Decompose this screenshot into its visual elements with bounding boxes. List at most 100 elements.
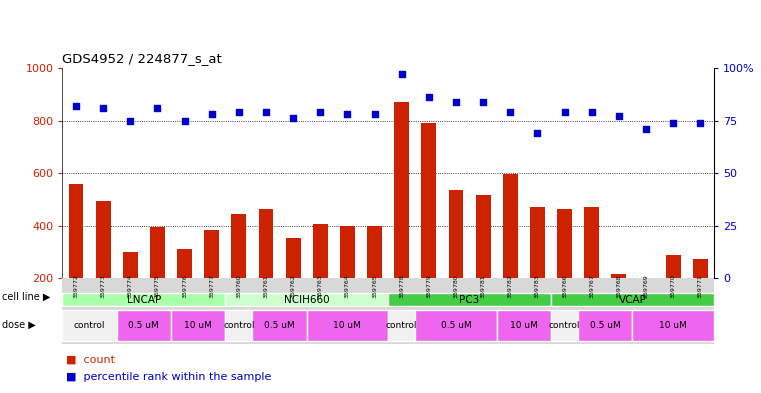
Text: 359774: 359774: [128, 274, 132, 298]
Text: 359773: 359773: [100, 274, 106, 298]
Bar: [530, 207, 545, 278]
Point: [586, 109, 598, 115]
Bar: [503, 174, 517, 278]
Bar: [394, 102, 409, 278]
Point: [287, 115, 299, 121]
Text: 359765: 359765: [372, 274, 377, 298]
Text: 10 uM: 10 uM: [510, 321, 538, 330]
Text: 359780: 359780: [454, 274, 458, 298]
Point: [178, 118, 190, 124]
Bar: [551, 310, 578, 341]
Point: [233, 109, 245, 115]
Bar: [693, 259, 708, 278]
Bar: [422, 123, 436, 278]
Text: 0.5 uM: 0.5 uM: [129, 321, 159, 330]
Bar: [62, 293, 225, 306]
Bar: [578, 310, 632, 341]
Text: 359760: 359760: [237, 274, 241, 298]
Point: [97, 105, 110, 111]
Text: 359782: 359782: [508, 274, 513, 298]
Bar: [388, 310, 416, 341]
Point: [151, 105, 164, 111]
Point: [368, 111, 380, 118]
Bar: [551, 293, 714, 306]
Bar: [611, 274, 626, 278]
Bar: [177, 249, 192, 278]
Text: 0.5 uM: 0.5 uM: [590, 321, 621, 330]
Bar: [666, 255, 680, 278]
Point: [613, 113, 625, 119]
Bar: [367, 226, 382, 278]
Text: ■  count: ■ count: [66, 354, 115, 365]
Text: 359764: 359764: [345, 274, 350, 298]
Bar: [259, 209, 273, 278]
Text: 359779: 359779: [426, 274, 431, 298]
Bar: [225, 293, 388, 306]
Bar: [171, 310, 225, 341]
Bar: [448, 190, 463, 278]
Bar: [340, 226, 355, 278]
Text: NCIH660: NCIH660: [284, 295, 330, 305]
Point: [477, 99, 489, 105]
Text: 359775: 359775: [155, 274, 160, 298]
Text: control: control: [74, 321, 105, 330]
Bar: [253, 310, 307, 341]
Text: 359769: 359769: [644, 274, 648, 298]
Bar: [68, 184, 84, 278]
Point: [205, 111, 218, 118]
Text: 359767: 359767: [589, 274, 594, 298]
Text: 359781: 359781: [481, 274, 486, 298]
Point: [423, 94, 435, 101]
Text: cell line ▶: cell line ▶: [2, 292, 51, 302]
Text: dose ▶: dose ▶: [2, 320, 36, 330]
Text: ■  percentile rank within the sample: ■ percentile rank within the sample: [66, 372, 272, 382]
Point: [314, 109, 326, 115]
Text: control: control: [549, 321, 581, 330]
Text: 359761: 359761: [263, 274, 269, 298]
Point: [396, 71, 408, 77]
Point: [694, 119, 706, 126]
Point: [341, 111, 353, 118]
Text: 359783: 359783: [535, 274, 540, 298]
Bar: [150, 227, 165, 278]
Point: [667, 119, 680, 126]
Bar: [62, 278, 714, 337]
Bar: [632, 310, 714, 341]
Text: 359771: 359771: [698, 274, 702, 298]
Bar: [497, 310, 551, 341]
Text: 10 uM: 10 uM: [659, 321, 687, 330]
Bar: [416, 310, 497, 341]
Text: 359777: 359777: [209, 274, 214, 298]
Bar: [307, 310, 388, 341]
Point: [260, 109, 272, 115]
Text: 0.5 uM: 0.5 uM: [441, 321, 471, 330]
Text: 359772: 359772: [74, 274, 78, 298]
Text: LNCAP: LNCAP: [126, 295, 161, 305]
Bar: [638, 278, 654, 318]
Bar: [225, 310, 253, 341]
Bar: [96, 201, 110, 278]
Bar: [584, 207, 599, 278]
Text: 0.5 uM: 0.5 uM: [264, 321, 295, 330]
Point: [504, 109, 516, 115]
Bar: [557, 209, 572, 278]
Bar: [231, 214, 247, 278]
Text: 359766: 359766: [562, 274, 567, 298]
Text: 359762: 359762: [291, 274, 295, 298]
Text: 10 uM: 10 uM: [333, 321, 361, 330]
Bar: [116, 310, 171, 341]
Text: VCAP: VCAP: [619, 295, 646, 305]
Bar: [285, 237, 301, 278]
Bar: [62, 310, 116, 341]
Bar: [313, 224, 328, 278]
Point: [450, 99, 462, 105]
Text: GDS4952 / 224877_s_at: GDS4952 / 224877_s_at: [62, 52, 222, 65]
Text: control: control: [386, 321, 418, 330]
Text: control: control: [223, 321, 255, 330]
Text: 359770: 359770: [670, 274, 676, 298]
Point: [559, 109, 571, 115]
Text: PC3: PC3: [460, 295, 479, 305]
Bar: [388, 293, 551, 306]
Point: [640, 126, 652, 132]
Text: 10 uM: 10 uM: [184, 321, 212, 330]
